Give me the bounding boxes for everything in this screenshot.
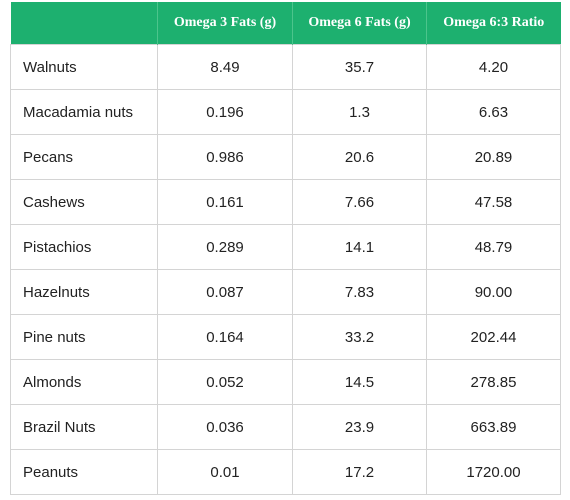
ratio-cell: 6.63 — [426, 89, 561, 135]
omega-3-cell: 0.986 — [157, 134, 293, 180]
ratio-cell: 20.89 — [426, 134, 561, 180]
omega-6-cell: 20.6 — [292, 134, 427, 180]
ratio-cell: 1720.00 — [426, 449, 561, 495]
nut-name-cell: Pecans — [10, 134, 158, 180]
header-omega-3: Omega 3 Fats (g) — [157, 2, 293, 45]
ratio-cell: 48.79 — [426, 224, 561, 270]
omega-6-cell: 14.5 — [292, 359, 427, 405]
omega-fats-table-container: Omega 3 Fats (g) Omega 6 Fats (g) Omega … — [10, 2, 561, 495]
omega-6-cell: 7.66 — [292, 179, 427, 225]
nut-name-cell: Walnuts — [10, 44, 158, 90]
table-row: Macadamia nuts 0.196 1.3 6.63 — [10, 89, 561, 135]
omega-3-cell: 0.036 — [157, 404, 293, 450]
nut-name-cell: Hazelnuts — [10, 269, 158, 315]
omega-3-cell: 0.164 — [157, 314, 293, 360]
nut-name-cell: Cashews — [10, 179, 158, 225]
ratio-cell: 663.89 — [426, 404, 561, 450]
omega-6-cell: 17.2 — [292, 449, 427, 495]
table-row: Cashews 0.161 7.66 47.58 — [10, 179, 561, 225]
nut-name-cell: Peanuts — [10, 449, 158, 495]
nut-name-cell: Macadamia nuts — [10, 89, 158, 135]
omega-3-cell: 0.01 — [157, 449, 293, 495]
omega-fats-table: Omega 3 Fats (g) Omega 6 Fats (g) Omega … — [10, 2, 561, 495]
omega-6-cell: 35.7 — [292, 44, 427, 90]
nut-name-cell: Pistachios — [10, 224, 158, 270]
nut-name-cell: Pine nuts — [10, 314, 158, 360]
ratio-cell: 202.44 — [426, 314, 561, 360]
ratio-cell: 47.58 — [426, 179, 561, 225]
omega-3-cell: 0.196 — [157, 89, 293, 135]
table-row: Almonds 0.052 14.5 278.85 — [10, 359, 561, 405]
header-nut-name — [10, 2, 158, 45]
table-body: Walnuts 8.49 35.7 4.20 Macadamia nuts 0.… — [10, 44, 561, 495]
table-row: Pine nuts 0.164 33.2 202.44 — [10, 314, 561, 360]
omega-6-cell: 23.9 — [292, 404, 427, 450]
omega-3-cell: 0.161 — [157, 179, 293, 225]
table-row: Pecans 0.986 20.6 20.89 — [10, 134, 561, 180]
ratio-cell: 278.85 — [426, 359, 561, 405]
omega-6-cell: 7.83 — [292, 269, 427, 315]
omega-6-cell: 1.3 — [292, 89, 427, 135]
header-row: Omega 3 Fats (g) Omega 6 Fats (g) Omega … — [10, 2, 561, 45]
table-row: Peanuts 0.01 17.2 1720.00 — [10, 449, 561, 495]
header-ratio: Omega 6:3 Ratio — [426, 2, 561, 45]
table-row: Brazil Nuts 0.036 23.9 663.89 — [10, 404, 561, 450]
omega-6-cell: 14.1 — [292, 224, 427, 270]
omega-3-cell: 8.49 — [157, 44, 293, 90]
table-header: Omega 3 Fats (g) Omega 6 Fats (g) Omega … — [10, 2, 561, 45]
table-row: Walnuts 8.49 35.7 4.20 — [10, 44, 561, 90]
table-row: Hazelnuts 0.087 7.83 90.00 — [10, 269, 561, 315]
header-omega-6: Omega 6 Fats (g) — [292, 2, 427, 45]
omega-3-cell: 0.289 — [157, 224, 293, 270]
nut-name-cell: Brazil Nuts — [10, 404, 158, 450]
omega-3-cell: 0.052 — [157, 359, 293, 405]
ratio-cell: 4.20 — [426, 44, 561, 90]
omega-3-cell: 0.087 — [157, 269, 293, 315]
nut-name-cell: Almonds — [10, 359, 158, 405]
ratio-cell: 90.00 — [426, 269, 561, 315]
omega-6-cell: 33.2 — [292, 314, 427, 360]
table-row: Pistachios 0.289 14.1 48.79 — [10, 224, 561, 270]
